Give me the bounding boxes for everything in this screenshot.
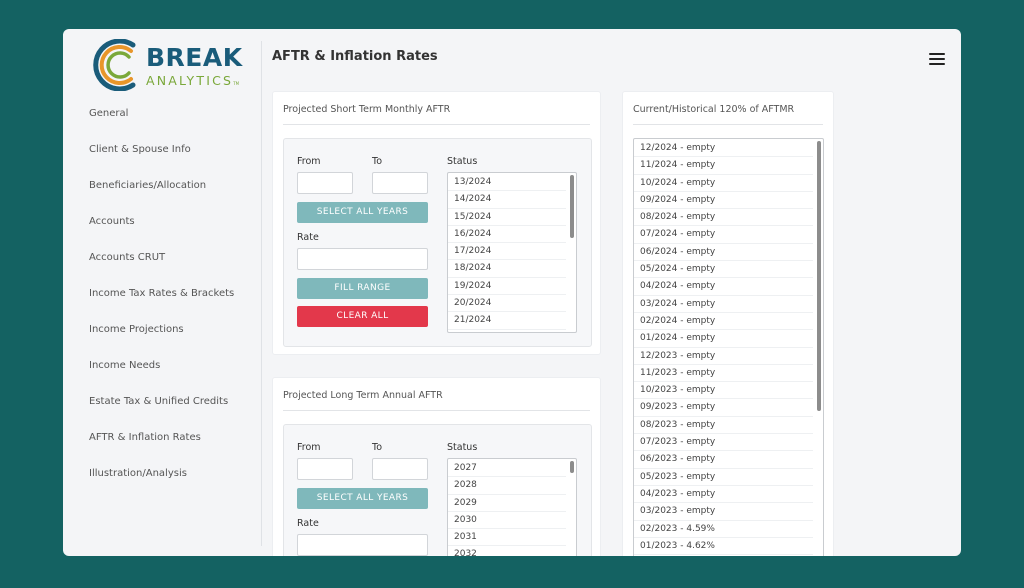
rate-label: Rate [297, 232, 319, 243]
page-title: AFTR & Inflation Rates [272, 49, 438, 64]
fill-range-button[interactable]: FILL RANGE [297, 278, 428, 299]
list-item[interactable]: 2027 [448, 460, 566, 478]
list-item[interactable]: 21/2024 [448, 312, 566, 330]
long-term-aftr-card: Projected Long Term Annual AFTR From To … [272, 377, 601, 556]
list-item[interactable]: 07/2024 - empty [634, 226, 813, 244]
list-item[interactable]: 2030 [448, 512, 566, 530]
rate-input[interactable] [297, 534, 428, 556]
list-item[interactable]: 10/2024 - empty [634, 175, 813, 192]
scrollbar[interactable] [570, 461, 574, 473]
list-item[interactable]: 20/2024 [448, 295, 566, 313]
list-item[interactable]: 07/2023 - empty [634, 434, 813, 452]
sidebar-item-beneficiaries-allocation[interactable]: Beneficiaries/Allocation [89, 180, 207, 191]
historical-aftmr-card: Current/Historical 120% of AFTMR 12/2024… [622, 91, 834, 556]
long-term-form-panel: From To Status SELECT ALL YEARS Rate 202… [283, 424, 592, 556]
to-label: To [372, 442, 383, 453]
list-item[interactable]: 02/2023 - 4.59% [634, 521, 813, 538]
rate-label: Rate [297, 518, 319, 529]
list-item[interactable]: 02/2024 - empty [634, 313, 813, 331]
list-item[interactable]: 12/2023 - empty [634, 348, 813, 365]
card-divider [633, 124, 823, 125]
rate-input[interactable] [297, 248, 428, 270]
card-divider [283, 410, 590, 411]
list-item[interactable]: 14/2024 [448, 191, 566, 209]
short-term-status-list[interactable]: 13/2024 14/2024 15/2024 16/2024 17/2024 … [447, 172, 577, 333]
sidebar-item-client-spouse-info[interactable]: Client & Spouse Info [89, 144, 191, 155]
sidebar-item-general[interactable]: General [89, 108, 129, 119]
long-term-status-list[interactable]: 2027 2028 2029 2030 2031 2032 [447, 458, 577, 556]
app-window: BREAK ANALYTICSTM General Client & Spous… [63, 29, 961, 556]
list-item[interactable]: 09/2024 - empty [634, 192, 813, 210]
sidebar-item-accounts-crut[interactable]: Accounts CRUT [89, 252, 166, 263]
list-item[interactable]: 19/2024 [448, 278, 566, 296]
break-analytics-logo-icon [93, 39, 136, 91]
to-input[interactable] [372, 172, 428, 194]
list-item[interactable]: 03/2024 - empty [634, 296, 813, 313]
list-item[interactable]: 08/2023 - empty [634, 417, 813, 435]
list-item[interactable]: 06/2024 - empty [634, 244, 813, 262]
long-term-card-title: Projected Long Term Annual AFTR [283, 390, 443, 401]
list-item[interactable]: 10/2023 - empty [634, 382, 813, 400]
list-item[interactable]: 01/2024 - empty [634, 330, 813, 348]
list-item[interactable]: 2028 [448, 477, 566, 495]
sidebar-item-income-needs[interactable]: Income Needs [89, 360, 161, 371]
sidebar-item-income-tax-rates[interactable]: Income Tax Rates & Brackets [89, 288, 235, 299]
logo-trademark: TM [233, 81, 240, 86]
logo-secondary-text: ANALYTICSTM [146, 73, 240, 88]
list-item[interactable]: 09/2023 - empty [634, 399, 813, 417]
status-label: Status [447, 156, 478, 167]
short-term-card-title: Projected Short Term Monthly AFTR [283, 104, 451, 115]
list-item[interactable]: 04/2024 - empty [634, 278, 813, 296]
short-term-form-panel: From To Status SELECT ALL YEARS Rate FIL… [283, 138, 592, 347]
from-label: From [297, 442, 321, 453]
sidebar-item-illustration-analysis[interactable]: Illustration/Analysis [89, 468, 187, 479]
scrollbar[interactable] [817, 141, 821, 411]
clear-all-button[interactable]: CLEAR ALL [297, 306, 428, 327]
sidebar-item-estate-tax[interactable]: Estate Tax & Unified Credits [89, 396, 229, 407]
sidebar-item-aftr-inflation-rates[interactable]: AFTR & Inflation Rates [89, 432, 201, 443]
list-item[interactable]: 18/2024 [448, 260, 566, 278]
hamburger-menu-icon[interactable] [929, 53, 945, 65]
card-divider [283, 124, 590, 125]
list-item[interactable]: 12/2024 - empty [634, 140, 813, 158]
historical-card-title: Current/Historical 120% of AFTMR [633, 104, 795, 115]
logo: BREAK ANALYTICSTM [89, 39, 249, 91]
list-item[interactable]: 04/2023 - empty [634, 486, 813, 504]
list-item[interactable]: 17/2024 [448, 243, 566, 261]
sidebar: BREAK ANALYTICSTM General Client & Spous… [63, 29, 261, 556]
list-item[interactable]: 05/2023 - empty [634, 469, 813, 486]
list-item[interactable]: 15/2024 [448, 209, 566, 226]
list-item[interactable]: 01/2023 - 4.62% [634, 538, 813, 556]
list-item[interactable]: 11/2023 - empty [634, 365, 813, 383]
from-input[interactable] [297, 458, 353, 480]
list-item[interactable]: 11/2024 - empty [634, 157, 813, 175]
from-label: From [297, 156, 321, 167]
short-term-aftr-card: Projected Short Term Monthly AFTR From T… [272, 91, 601, 355]
to-label: To [372, 156, 383, 167]
sidebar-item-accounts[interactable]: Accounts [89, 216, 135, 227]
list-item[interactable]: 06/2023 - empty [634, 451, 813, 469]
historical-rates-list[interactable]: 12/2024 - empty 11/2024 - empty 10/2024 … [633, 138, 824, 556]
list-item[interactable]: 16/2024 [448, 226, 566, 244]
sidebar-nav: General Client & Spouse Info Beneficiari… [89, 107, 234, 503]
list-item[interactable]: 2029 [448, 495, 566, 512]
list-item[interactable]: 13/2024 [448, 174, 566, 192]
select-all-years-button[interactable]: SELECT ALL YEARS [297, 488, 428, 509]
list-item[interactable]: 2031 [448, 529, 566, 547]
list-item[interactable]: 2032 [448, 546, 566, 556]
list-item[interactable]: 05/2024 - empty [634, 261, 813, 279]
list-item[interactable]: 08/2024 - empty [634, 209, 813, 227]
from-input[interactable] [297, 172, 353, 194]
sidebar-item-income-projections[interactable]: Income Projections [89, 324, 184, 335]
list-item[interactable]: 03/2023 - empty [634, 503, 813, 521]
sidebar-divider [261, 41, 262, 546]
scrollbar[interactable] [570, 175, 574, 238]
select-all-years-button[interactable]: SELECT ALL YEARS [297, 202, 428, 223]
logo-primary-text: BREAK [146, 43, 243, 72]
status-label: Status [447, 442, 478, 453]
to-input[interactable] [372, 458, 428, 480]
